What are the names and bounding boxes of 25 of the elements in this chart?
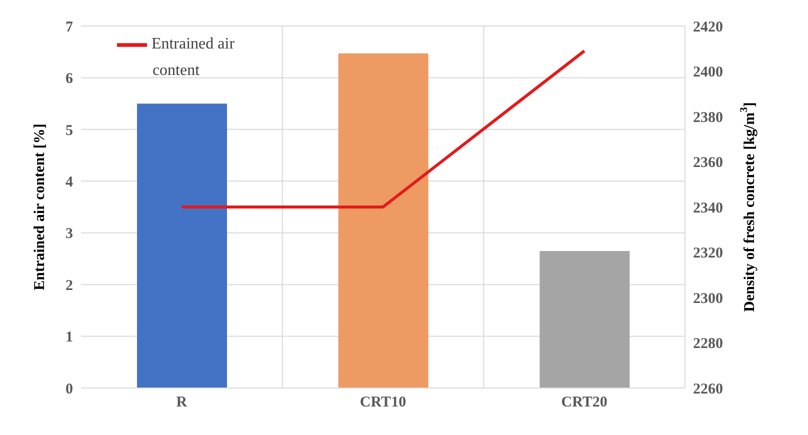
y2-tick-label: 2380 — [693, 110, 723, 126]
y2-tick-label: 2420 — [693, 19, 723, 36]
x-tick-label: CRT10 — [360, 394, 406, 411]
y-tick-label: 7 — [66, 19, 74, 36]
y-tick-label: 5 — [66, 122, 73, 139]
y-tick-label: 3 — [66, 226, 73, 242]
y2-tick-label: 2400 — [693, 64, 723, 81]
bar — [338, 53, 428, 388]
y-tick-label: 1 — [66, 330, 73, 346]
x-tick-label: R — [176, 394, 188, 411]
y-tick-label: 2 — [66, 278, 73, 294]
y-tick-label: 6 — [66, 71, 74, 88]
y2-tick-label: 2280 — [693, 336, 723, 352]
y2-tick-label: 2360 — [693, 155, 723, 172]
y-axis-title: Entrained air content [%] — [32, 124, 48, 290]
y2-tick-label: 2260 — [693, 381, 723, 398]
y2-tick-label: 2320 — [693, 246, 723, 262]
x-tick-label: CRT20 — [561, 394, 608, 411]
y2-tick-label: 2340 — [693, 200, 723, 216]
bar — [540, 250, 630, 388]
legend-label: Entrained air content — [151, 36, 235, 79]
bar — [137, 104, 227, 388]
y-tick-label: 0 — [66, 381, 73, 398]
y-tick-label: 4 — [66, 174, 74, 190]
y2-tick-label: 2300 — [693, 290, 723, 307]
